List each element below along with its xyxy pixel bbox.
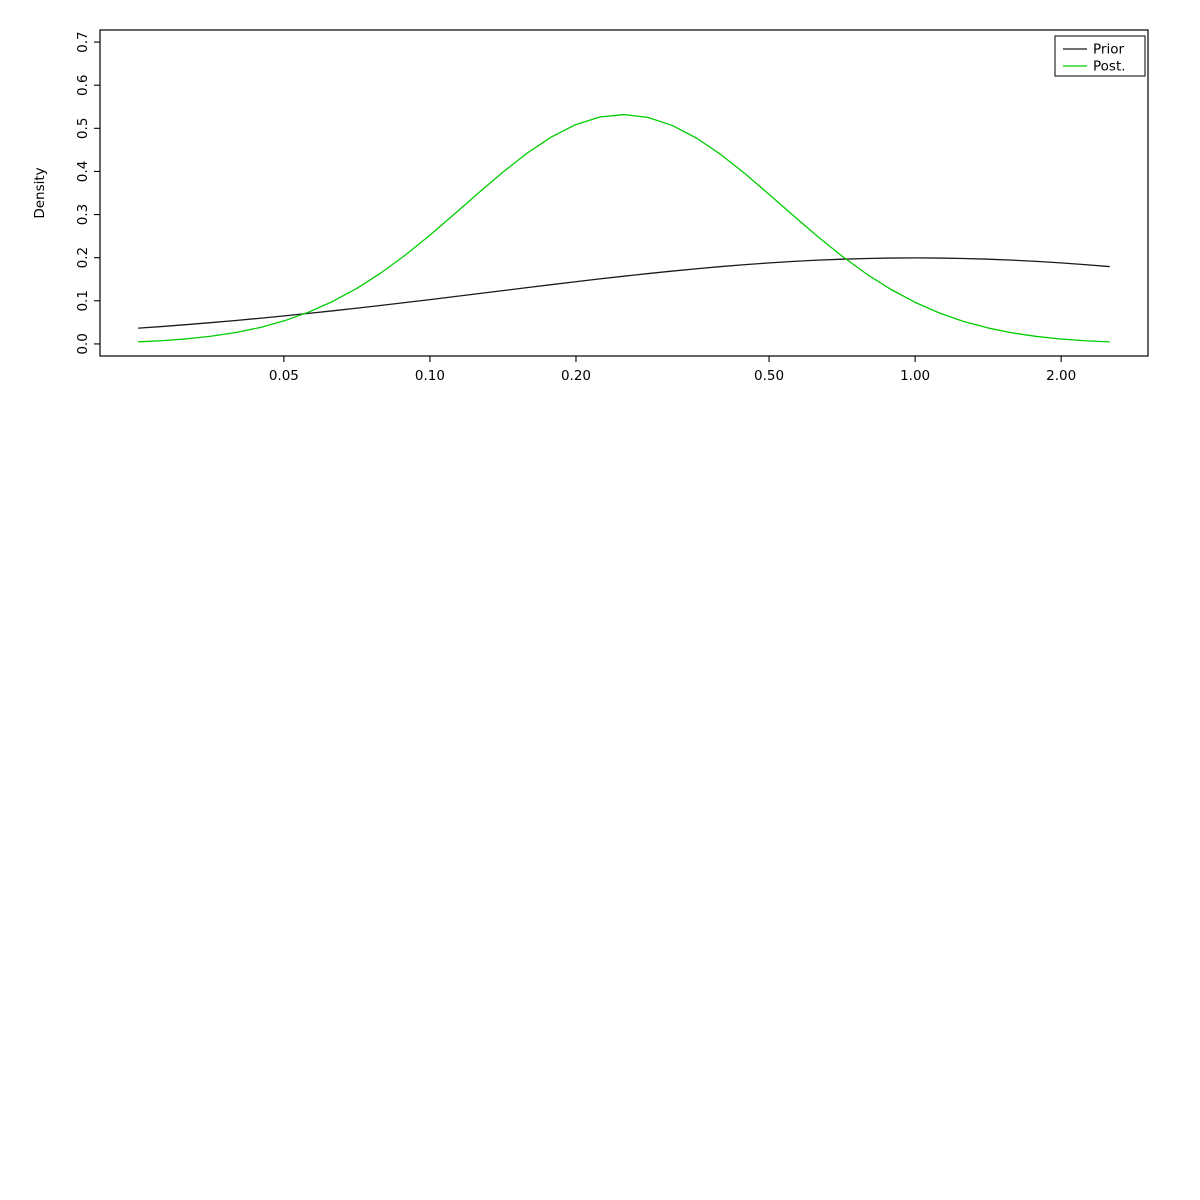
y-axis-tick-label: 0.0 [75,333,91,354]
density-chart: 0.05 0.10 0.20 0.50 1.00 2.00 0.0 0.1 0.2 0.3 0.4 0… [32,29,1149,384]
y-axis-tick-label: 0.2 [75,247,91,268]
y-axis-tick-label: 0.6 [75,74,91,95]
y-axis-tick-label: 0.3 [75,204,91,225]
legend-box [1054,35,1146,77]
series-line-post [138,113,1110,343]
x-axis-tick-label: 0.10 [415,368,445,384]
legend-label-prior: Prior [1093,42,1124,58]
x-axis-tick-label: 2.00 [1046,368,1076,384]
plot-border [99,29,1149,357]
x-axis-tick-label: 1.00 [900,368,930,384]
x-axis-tick-label: 0.05 [269,368,299,384]
y-axis-tick-label: 0.1 [75,290,91,311]
series-line-prior [138,257,1110,329]
y-axis-title: Density [32,167,48,218]
y-axis-tick-label: 0.5 [75,118,91,139]
y-axis-tick-label: 0.4 [75,161,91,182]
y-axis-tick-label: 0.7 [75,31,91,52]
x-axis-tick-label: 0.50 [754,368,784,384]
legend-label-post: Post. [1093,59,1126,75]
x-axis-tick-label: 0.20 [561,368,591,384]
